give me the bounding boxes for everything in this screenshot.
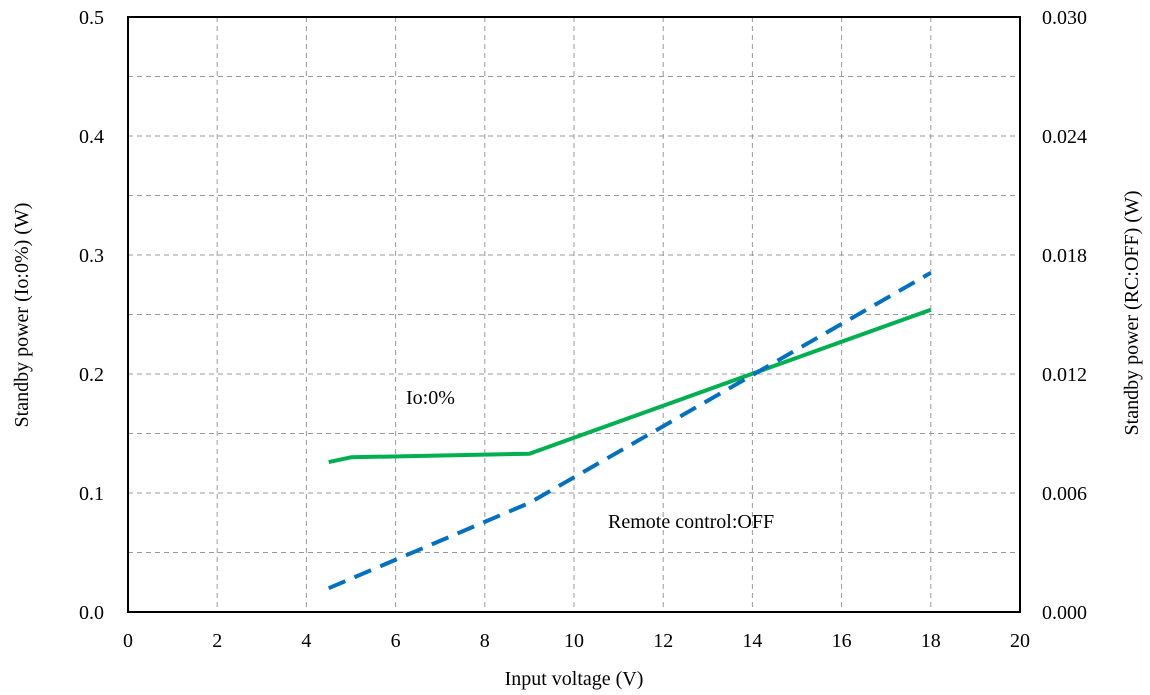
x-tick-label: 8 xyxy=(480,630,490,652)
x-tick-label: 12 xyxy=(653,630,673,652)
x-tick-label: 16 xyxy=(832,630,852,652)
annotation-io-0-percent: Io:0% xyxy=(406,387,455,409)
series-lines xyxy=(327,271,932,591)
x-tick-label: 2 xyxy=(212,630,222,652)
x-tick-label: 14 xyxy=(742,630,762,652)
y-left-tick-label: 0.3 xyxy=(79,245,104,267)
series-line-remote-control-off xyxy=(327,271,932,591)
y-left-tick-label: 0.1 xyxy=(79,483,104,505)
y-axis-left-title: Standby power (Io:0%) (W) xyxy=(11,203,33,428)
annotation-remote-control-off: Remote control:OFF xyxy=(608,511,774,533)
y-right-tick-label: 0.018 xyxy=(1042,245,1087,267)
x-axis-title: Input voltage (V) xyxy=(505,668,644,690)
series-line-io-0-percent xyxy=(328,307,932,465)
y-left-tick-label: 0.4 xyxy=(79,126,104,148)
y-right-tick-label: 0.006 xyxy=(1042,483,1087,505)
x-tick-label: 18 xyxy=(921,630,941,652)
x-tick-label: 10 xyxy=(564,630,584,652)
y-right-tick-label: 0.012 xyxy=(1042,364,1087,386)
y-left-tick-label: 0.2 xyxy=(79,364,104,386)
x-tick-label: 4 xyxy=(301,630,311,652)
x-tick-label: 20 xyxy=(1010,630,1030,652)
grid-lines xyxy=(128,17,1020,612)
y-right-tick-label: 0.024 xyxy=(1042,126,1087,148)
y-left-tick-label: 0.5 xyxy=(79,7,104,29)
x-tick-label: 6 xyxy=(391,630,401,652)
y-right-tick-label: 0.030 xyxy=(1042,7,1087,29)
plot-area-frame xyxy=(127,16,1021,613)
x-tick-label: 0 xyxy=(123,630,133,652)
y-axis-right-title: Standby power (RC:OFF) (W) xyxy=(1121,191,1143,436)
y-left-tick-label: 0.0 xyxy=(79,602,104,624)
tick-labels: 0 2 4 6 8 10 12 14 16 18 20 0.0 0.1 0.2 0.3 0.4 0.5 0.000… xyxy=(79,7,1087,652)
y-right-tick-label: 0.000 xyxy=(1042,602,1087,624)
